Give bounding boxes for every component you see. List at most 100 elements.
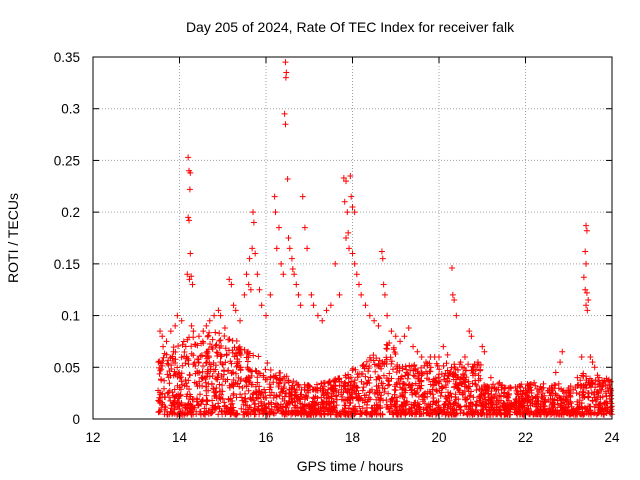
data-point [226, 276, 233, 283]
data-point [273, 245, 280, 252]
data-point [283, 69, 290, 76]
data-point [159, 333, 166, 340]
data-point [451, 297, 458, 304]
y-tick-label: 0.15 [54, 257, 80, 272]
data-point [557, 359, 564, 366]
data-point [362, 302, 369, 309]
data-point [505, 384, 512, 391]
data-point [371, 317, 378, 324]
data-point [513, 390, 520, 397]
data-point [254, 271, 261, 278]
data-point [243, 271, 250, 278]
data-point [299, 193, 306, 200]
data-point [423, 359, 430, 366]
data-point [351, 209, 358, 216]
data-point [358, 291, 365, 298]
data-point [380, 281, 387, 288]
data-point [310, 302, 317, 309]
data-point [582, 248, 589, 255]
data-point [187, 250, 194, 257]
data-point [565, 384, 572, 391]
data-point [256, 286, 263, 293]
data-point [247, 286, 254, 293]
data-point [522, 384, 529, 391]
dense-point-cloud [155, 329, 615, 418]
data-point [282, 121, 289, 128]
data-point [401, 333, 408, 340]
data-point [343, 178, 350, 185]
data-point [552, 369, 559, 376]
data-point [457, 359, 464, 366]
data-point [252, 250, 259, 257]
data-point [584, 307, 591, 314]
data-point [405, 324, 412, 331]
data-point [230, 302, 237, 309]
data-point [381, 291, 388, 298]
data-point [186, 186, 193, 193]
data-point [267, 291, 274, 298]
data-point [474, 359, 481, 366]
data-point [185, 154, 192, 161]
y-tick-label: 0.25 [54, 153, 80, 168]
data-point [392, 333, 399, 340]
data-point [184, 271, 191, 278]
y-tick-label: 0 [72, 412, 80, 427]
data-point [211, 312, 218, 319]
data-point [272, 209, 279, 216]
x-tick-label: 14 [172, 430, 188, 445]
x-axis-label: GPS time / hours [297, 458, 404, 474]
data-point [293, 281, 300, 288]
data-point [288, 255, 295, 262]
data-point [281, 110, 288, 117]
data-point [539, 390, 546, 397]
y-tick-label: 0.2 [61, 205, 80, 220]
data-point [444, 351, 451, 358]
data-point [604, 384, 611, 391]
y-tick-label: 0.1 [61, 309, 80, 324]
x-tick-label: 24 [604, 430, 620, 445]
data-point [596, 374, 603, 381]
data-point [319, 317, 326, 324]
data-point [221, 324, 228, 331]
x-tick-label: 20 [431, 430, 446, 445]
data-point [587, 353, 594, 360]
x-tick-label: 12 [85, 430, 100, 445]
data-point [286, 245, 293, 252]
data-point [379, 255, 386, 262]
data-point [187, 169, 194, 176]
data-point [583, 260, 590, 267]
data-point [448, 264, 455, 271]
data-point [188, 273, 195, 280]
data-point [163, 338, 170, 345]
data-point [481, 348, 488, 355]
data-point [332, 260, 339, 267]
data-point [160, 343, 167, 350]
data-point [178, 317, 185, 324]
data-point [314, 312, 321, 319]
y-tick-label: 0.3 [61, 102, 80, 117]
data-point [578, 353, 585, 360]
dense-points [155, 329, 615, 418]
data-point [341, 198, 348, 205]
data-point [237, 317, 244, 324]
data-point [479, 343, 486, 350]
data-point [282, 59, 289, 66]
data-point [206, 317, 213, 324]
data-point [461, 353, 468, 360]
data-point [186, 217, 193, 224]
data-point [167, 328, 174, 335]
data-point [195, 333, 202, 340]
data-point [246, 255, 253, 262]
data-point [466, 328, 473, 335]
data-point [487, 374, 494, 381]
outlier-points [157, 59, 611, 397]
data-point [241, 291, 248, 298]
data-point [304, 245, 311, 252]
data-point [282, 74, 289, 81]
data-point [215, 307, 222, 314]
axis-ticks: 12 14 16 18 20 22 24 0 0.05 0.1 0.15 0.2 0.25 0.3 0.35 [54, 50, 620, 445]
data-point [308, 291, 315, 298]
data-point [582, 286, 589, 293]
y-tick-label: 0.05 [54, 360, 80, 375]
data-point [189, 281, 196, 288]
